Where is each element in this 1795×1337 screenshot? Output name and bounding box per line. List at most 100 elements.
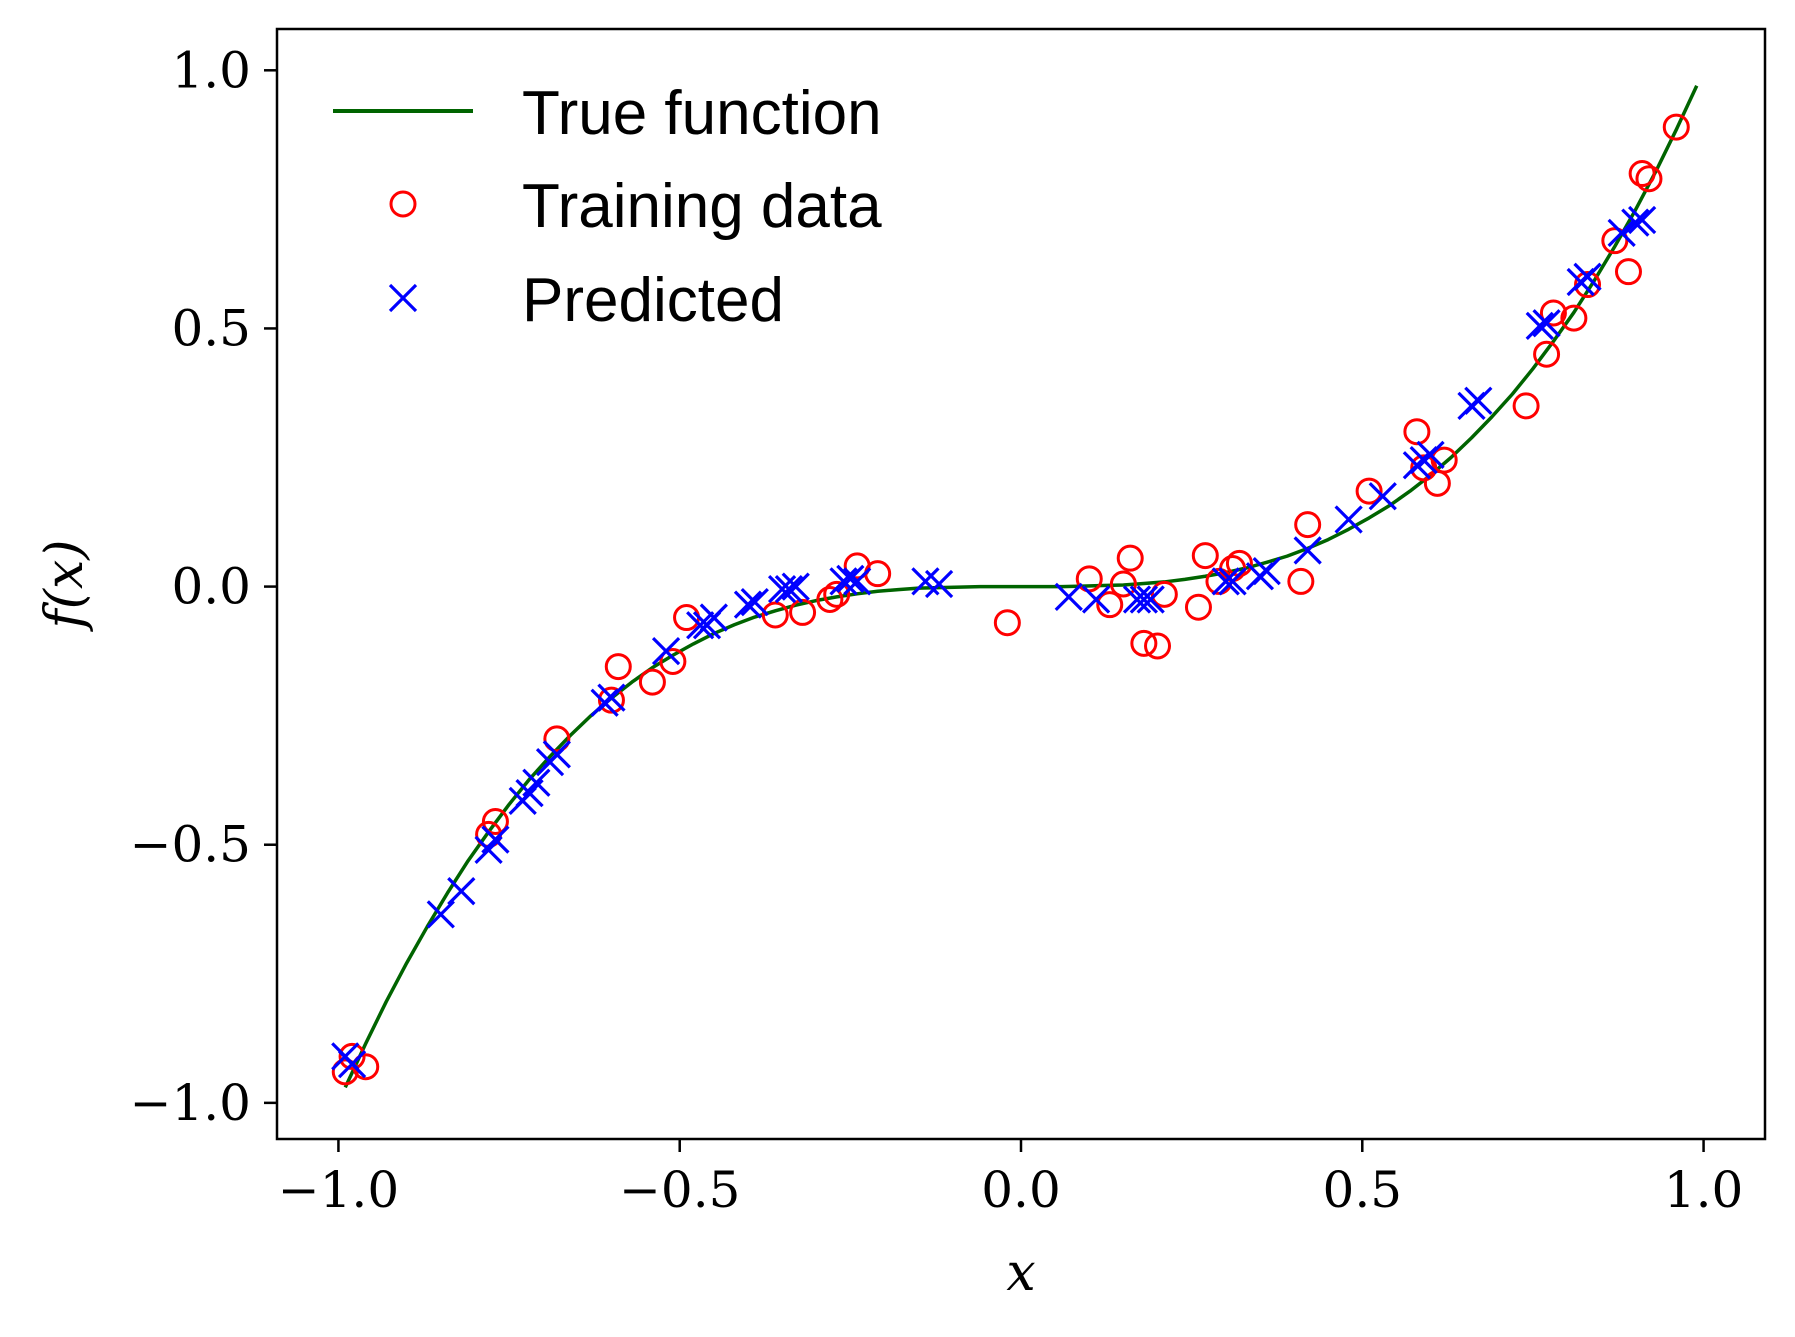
y-tick-label: 1.0 xyxy=(171,41,251,99)
x-tick-label: −1.0 xyxy=(278,1161,399,1219)
training-data-point xyxy=(1096,591,1124,619)
training-data-point xyxy=(1533,340,1561,368)
predicted-point xyxy=(699,603,728,632)
predicted-point xyxy=(447,877,476,906)
predicted-point xyxy=(542,740,571,769)
y-axis-label: f(x) xyxy=(35,539,95,632)
predicted-point xyxy=(1252,556,1281,586)
x-axis-ticks: −1.0 −0.5 0.0 0.5 1.0 xyxy=(278,1139,1744,1219)
training-data-point xyxy=(1184,593,1212,621)
predicted-point xyxy=(1129,585,1158,614)
predicted-point xyxy=(1334,505,1363,534)
predicted-point xyxy=(1573,262,1602,291)
training-data-point xyxy=(1191,542,1219,570)
training-data-point xyxy=(789,598,817,626)
predicted-point xyxy=(1607,218,1636,248)
training-data-point xyxy=(1150,580,1178,608)
training-data-point xyxy=(1614,258,1642,286)
training-data-point xyxy=(673,604,701,632)
predicted-point xyxy=(1525,311,1554,340)
legend: True function Training data Predicted xyxy=(333,79,882,335)
training-data-point xyxy=(864,560,892,588)
predicted-point xyxy=(1136,585,1165,614)
predicted-point xyxy=(651,636,681,666)
predicted-point xyxy=(733,590,763,619)
legend-label: True function xyxy=(522,79,882,148)
legend-circle-swatch xyxy=(389,190,417,218)
predicted-point xyxy=(1293,536,1322,565)
legend-entry: Training data xyxy=(389,172,882,241)
predicted-point xyxy=(774,575,804,604)
training-data-point xyxy=(1355,477,1383,505)
predicted-point xyxy=(1081,585,1111,614)
legend-label: Training data xyxy=(522,172,882,241)
training-data-point xyxy=(1662,113,1690,141)
predicted-point xyxy=(843,567,872,596)
legend-entry: True function xyxy=(333,79,882,148)
training-data-point xyxy=(1512,392,1540,420)
predicted-point xyxy=(1368,482,1397,511)
legend-x-swatch xyxy=(388,283,418,313)
training-data-point xyxy=(1423,469,1451,497)
predicted-point xyxy=(1054,582,1083,612)
predicted-point xyxy=(1621,208,1650,237)
predicted-point xyxy=(1416,440,1445,470)
x-tick-label: 1.0 xyxy=(1664,1161,1744,1219)
training-data-point xyxy=(1601,227,1629,255)
predicted-point xyxy=(522,768,551,797)
predicted-point xyxy=(1218,567,1247,596)
y-tick-label: 0.5 xyxy=(171,299,251,357)
x-axis-label: x xyxy=(1006,1243,1035,1303)
predicted-point xyxy=(1464,386,1493,415)
x-tick-label: 0.5 xyxy=(1323,1161,1403,1219)
x-tick-label: −0.5 xyxy=(619,1161,740,1219)
training-data-point xyxy=(1635,165,1663,193)
training-data-point xyxy=(1430,446,1458,474)
training-data-point xyxy=(1130,629,1158,657)
predicted-point xyxy=(337,1050,367,1079)
legend-entry: Predicted xyxy=(388,266,784,335)
training-data-point xyxy=(638,668,666,696)
predicted-point xyxy=(597,683,626,712)
training-data-point xyxy=(823,580,851,608)
y-tick-label: −0.5 xyxy=(130,816,251,874)
x-tick-label: 0.0 xyxy=(981,1161,1061,1219)
training-data-point xyxy=(1628,160,1656,188)
plot-marks xyxy=(331,85,1699,1089)
training-data-point xyxy=(1539,299,1567,327)
training-data-point xyxy=(1109,570,1137,598)
predicted-point xyxy=(481,825,510,854)
training-data-point xyxy=(1403,418,1431,446)
predicted-point xyxy=(1628,205,1657,235)
training-data-point xyxy=(1287,567,1315,595)
predicted-point xyxy=(836,564,865,593)
training-data-point xyxy=(543,725,571,753)
predicted-point xyxy=(781,572,810,601)
training-data-point xyxy=(1116,544,1144,572)
predicted-point xyxy=(1532,309,1561,338)
predicted-point xyxy=(740,587,769,617)
y-tick-label: 0.0 xyxy=(171,558,251,616)
training-data-point xyxy=(1144,632,1172,660)
training-data-point xyxy=(597,686,625,714)
training-data-point xyxy=(604,653,632,681)
training-data-point xyxy=(1574,271,1602,299)
training-data-point xyxy=(761,601,789,629)
training-data-point xyxy=(338,1042,366,1070)
predicted-point xyxy=(1211,567,1240,596)
training-data-point xyxy=(1294,511,1322,539)
training-data-point xyxy=(481,807,509,835)
predicted-point xyxy=(426,900,455,929)
predicted-point xyxy=(829,567,858,596)
predicted-point xyxy=(686,611,715,640)
y-tick-label: −1.0 xyxy=(130,1074,251,1132)
training-data-point xyxy=(1560,304,1588,332)
training-data-point xyxy=(993,609,1021,637)
plot-area-frame xyxy=(275,27,1767,1141)
training-data-point xyxy=(659,647,687,675)
y-axis-ticks: −1.0 −0.5 0.0 0.5 1.0 xyxy=(130,41,277,1132)
training-data-point xyxy=(816,585,844,613)
legend-label: Predicted xyxy=(522,266,784,335)
